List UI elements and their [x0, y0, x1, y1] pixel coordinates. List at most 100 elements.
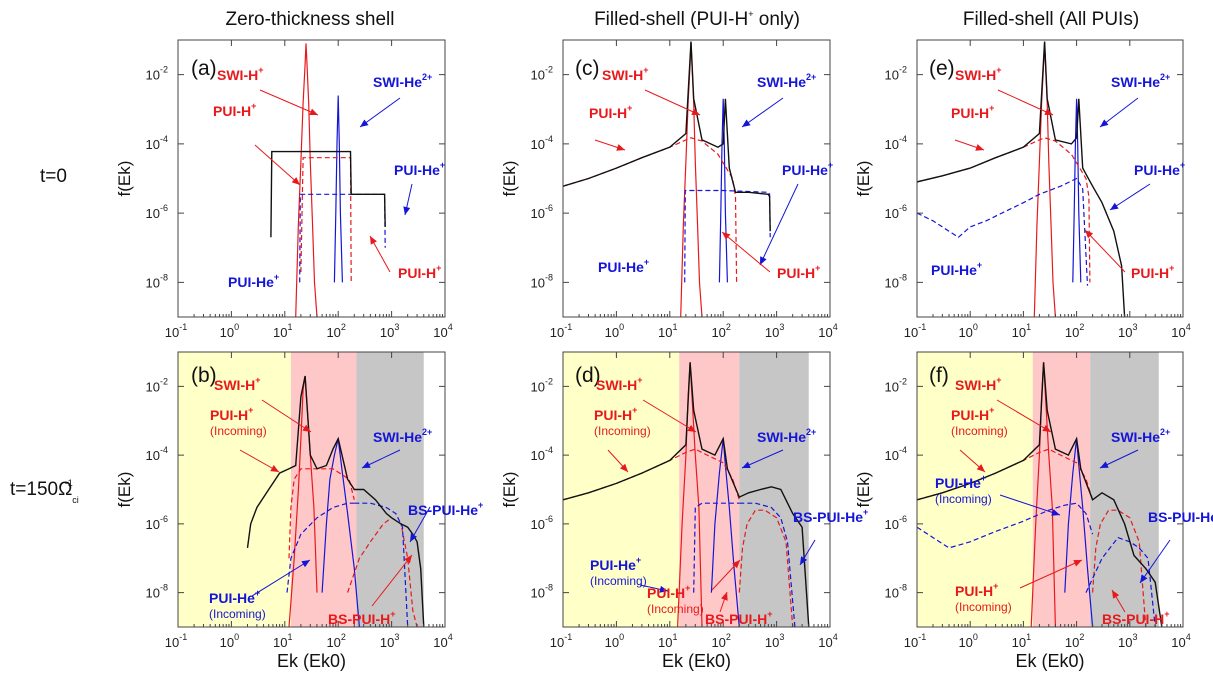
series-pui-he-incoming- — [917, 502, 1094, 549]
xtick-exp: 1 — [288, 322, 293, 332]
xtick-base: 10 — [165, 635, 179, 650]
row-label-t150-sup: -1 — [65, 478, 73, 488]
xtick-base: 10 — [273, 325, 287, 340]
series-group — [270, 43, 386, 317]
annotation-arrow-line — [644, 89, 701, 116]
plot-frame — [177, 351, 446, 628]
ytick-label: 10-2 — [146, 376, 168, 394]
annotation-arrowhead — [722, 232, 731, 240]
annotation-sup: + — [989, 103, 994, 113]
ytick-base: 10 — [146, 68, 160, 83]
annotation-arrowhead — [800, 556, 808, 565]
ytick-exp: -2 — [160, 376, 168, 386]
annotation-label: BS-PUI-H+ — [328, 609, 396, 627]
ytick-label: 10-4 — [146, 445, 168, 463]
col-title-2-sup: + — [748, 9, 753, 19]
panel-a: 10-1 100 101 102 103 10410-810-610-410-2f(Ek)… — [115, 39, 453, 340]
xtick-base: 10 — [765, 325, 779, 340]
xtick-label: 100 — [605, 632, 624, 650]
annotation-text: PUI-He — [394, 162, 440, 178]
series-pui-h-incoming- — [563, 448, 740, 501]
series-total — [563, 41, 771, 232]
series-total — [270, 150, 386, 238]
xtick-exp: -1 — [564, 322, 572, 332]
annotation-arrowhead — [742, 119, 751, 127]
annotation-arrowhead — [742, 461, 751, 468]
xtick-base: 10 — [1012, 325, 1026, 340]
ytick-exp: -6 — [899, 203, 907, 213]
annotation-sup: + — [1169, 263, 1174, 273]
xtick-base: 10 — [1065, 635, 1079, 650]
xtick-label: 104 — [818, 632, 837, 650]
xtick-base: 10 — [711, 325, 725, 340]
annotation-sup: 2+ — [1160, 72, 1170, 82]
region-0 — [917, 352, 1033, 627]
annotation-sup: 2+ — [1160, 427, 1170, 437]
xtick-label: 104 — [433, 322, 452, 340]
annotation-subtext: (Incoming) — [209, 607, 266, 621]
annotation-sup: + — [440, 160, 445, 170]
xtick-label: 100 — [958, 322, 977, 340]
annotation-arrow-line — [721, 231, 771, 273]
annotation-text: PUI-H — [594, 407, 632, 423]
xtick-label: 10-1 — [550, 322, 572, 340]
ytick-base: 10 — [146, 206, 160, 221]
xtick-exp: 3 — [1133, 322, 1138, 332]
annotation-label: PUI-He+ — [394, 160, 445, 178]
ytick-base: 10 — [885, 517, 899, 532]
xtick-label: 10-1 — [165, 632, 187, 650]
series-swi-h- — [1033, 41, 1056, 317]
annotation-text: PUI-He — [228, 274, 274, 290]
ytick-exp: -4 — [160, 445, 168, 455]
xtick-base: 10 — [658, 325, 672, 340]
xtick-base: 10 — [1065, 325, 1079, 340]
xtick-label: 102 — [1065, 632, 1084, 650]
annotation-label: PUI-He+ — [931, 260, 982, 278]
series-total — [917, 362, 1163, 627]
xtick-exp: 2 — [341, 632, 346, 642]
annotation-sup: + — [996, 375, 1001, 385]
ytick-exp: -8 — [160, 272, 168, 282]
xtick-base: 10 — [818, 325, 832, 340]
annotation-text: SWI-H — [596, 377, 637, 393]
annotation-text: PUI-H — [589, 105, 627, 121]
xtick-exp: 0 — [619, 322, 624, 332]
ytick-base: 10 — [146, 517, 160, 532]
xtick-label: 101 — [273, 632, 292, 650]
annotation-arrowhead — [1140, 574, 1148, 583]
annotation-text: PUI-He — [931, 262, 977, 278]
xtick-base: 10 — [220, 325, 234, 340]
series-pui-h-incoming- — [917, 448, 1094, 501]
xtick-exp: 1 — [288, 632, 293, 642]
ytick-label: 10-8 — [146, 272, 168, 290]
annotation-arrowhead — [1073, 560, 1082, 567]
ytick-label: 10-8 — [531, 272, 553, 290]
ytick-label: 10-4 — [885, 445, 907, 463]
region-1 — [679, 352, 740, 627]
annotation-label: SWI-H+ — [217, 65, 263, 83]
series-total — [563, 362, 810, 627]
annotation-label: PUI-H+ — [951, 405, 994, 423]
annotation-label: SWI-H+ — [214, 375, 260, 393]
annotation-label: SWI-H+ — [602, 65, 648, 83]
xtick-exp: -1 — [179, 322, 187, 332]
annotation-label: PUI-H+ — [210, 405, 253, 423]
row-label-t150-main: t=150Ω — [10, 479, 72, 500]
ytick-exp: -6 — [160, 203, 168, 213]
series-pui-h- — [563, 137, 738, 283]
annotation-arrowhead — [975, 144, 984, 151]
ytick-exp: -8 — [545, 583, 553, 593]
annotation-label: PUI-H+ — [647, 583, 690, 601]
annotation-text: BS-PUI-H — [328, 611, 390, 627]
series-group — [563, 41, 771, 317]
annotation-label: SWI-H+ — [596, 375, 642, 393]
col-title-2-tail: only) — [753, 9, 799, 30]
ytick-label: 10-4 — [531, 134, 553, 152]
annotation-label: PUI-He+ — [782, 160, 833, 178]
xtick-label: 104 — [1171, 322, 1190, 340]
annotation-arrow-line — [359, 97, 401, 128]
annotation-sup: + — [989, 405, 994, 415]
ytick-base: 10 — [531, 448, 545, 463]
series-total — [917, 41, 1126, 317]
ytick-base: 10 — [146, 275, 160, 290]
